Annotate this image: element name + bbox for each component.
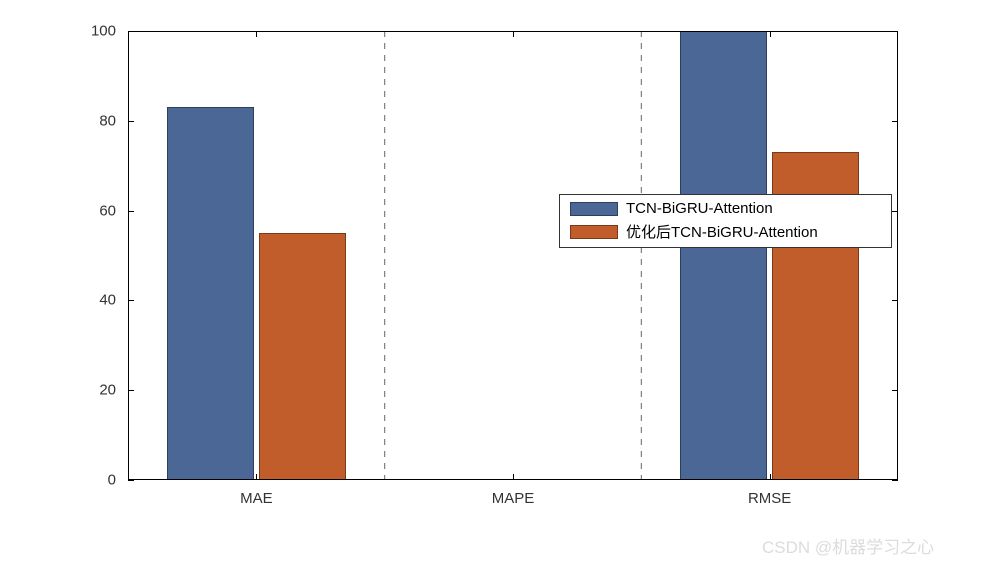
y-tick-mark <box>128 211 134 212</box>
bar-series0-cat2 <box>680 31 767 480</box>
bar-series0-cat1 <box>423 479 510 480</box>
plot-area <box>128 31 898 480</box>
y-tick-mark-right <box>892 211 898 212</box>
y-tick-mark-right <box>892 121 898 122</box>
y-tick-mark <box>128 390 134 391</box>
bar-series1-cat0 <box>259 233 346 480</box>
y-tick-mark-right <box>892 480 898 481</box>
bar-series1-cat1 <box>516 479 603 480</box>
bar-series0-cat0 <box>167 107 254 480</box>
watermark: CSDN @机器学习之心 <box>762 533 934 558</box>
x-tick-label: MAPE <box>492 490 535 507</box>
legend-label: 优化后TCN-BiGRU-Attention <box>626 221 818 242</box>
y-tick-mark-right <box>892 300 898 301</box>
legend: TCN-BiGRU-Attention 优化后TCN-BiGRU-Attentio… <box>559 194 892 248</box>
legend-swatch <box>570 225 618 239</box>
y-tick-mark <box>128 31 134 32</box>
legend-item: 优化后TCN-BiGRU-Attention <box>570 221 881 242</box>
y-tick-mark-right <box>892 390 898 391</box>
x-tick-mark-top <box>513 31 514 37</box>
x-tick-mark-top <box>256 31 257 37</box>
y-tick-label: 80 <box>0 112 116 129</box>
x-tick-mark <box>256 474 257 480</box>
y-tick-label: 0 <box>0 472 116 489</box>
x-tick-label: MAE <box>240 490 273 507</box>
x-tick-mark <box>770 474 771 480</box>
y-tick-label: 60 <box>0 202 116 219</box>
x-tick-mark <box>513 474 514 480</box>
legend-label: TCN-BiGRU-Attention <box>626 200 773 217</box>
y-tick-mark <box>128 121 134 122</box>
y-tick-label: 100 <box>0 23 116 40</box>
y-tick-mark <box>128 300 134 301</box>
y-tick-mark-right <box>892 31 898 32</box>
y-tick-label: 20 <box>0 382 116 399</box>
x-tick-label: RMSE <box>748 490 791 507</box>
legend-item: TCN-BiGRU-Attention <box>570 200 881 217</box>
x-tick-mark-top <box>770 31 771 37</box>
y-tick-mark <box>128 480 134 481</box>
legend-swatch <box>570 202 618 216</box>
y-tick-label: 40 <box>0 292 116 309</box>
